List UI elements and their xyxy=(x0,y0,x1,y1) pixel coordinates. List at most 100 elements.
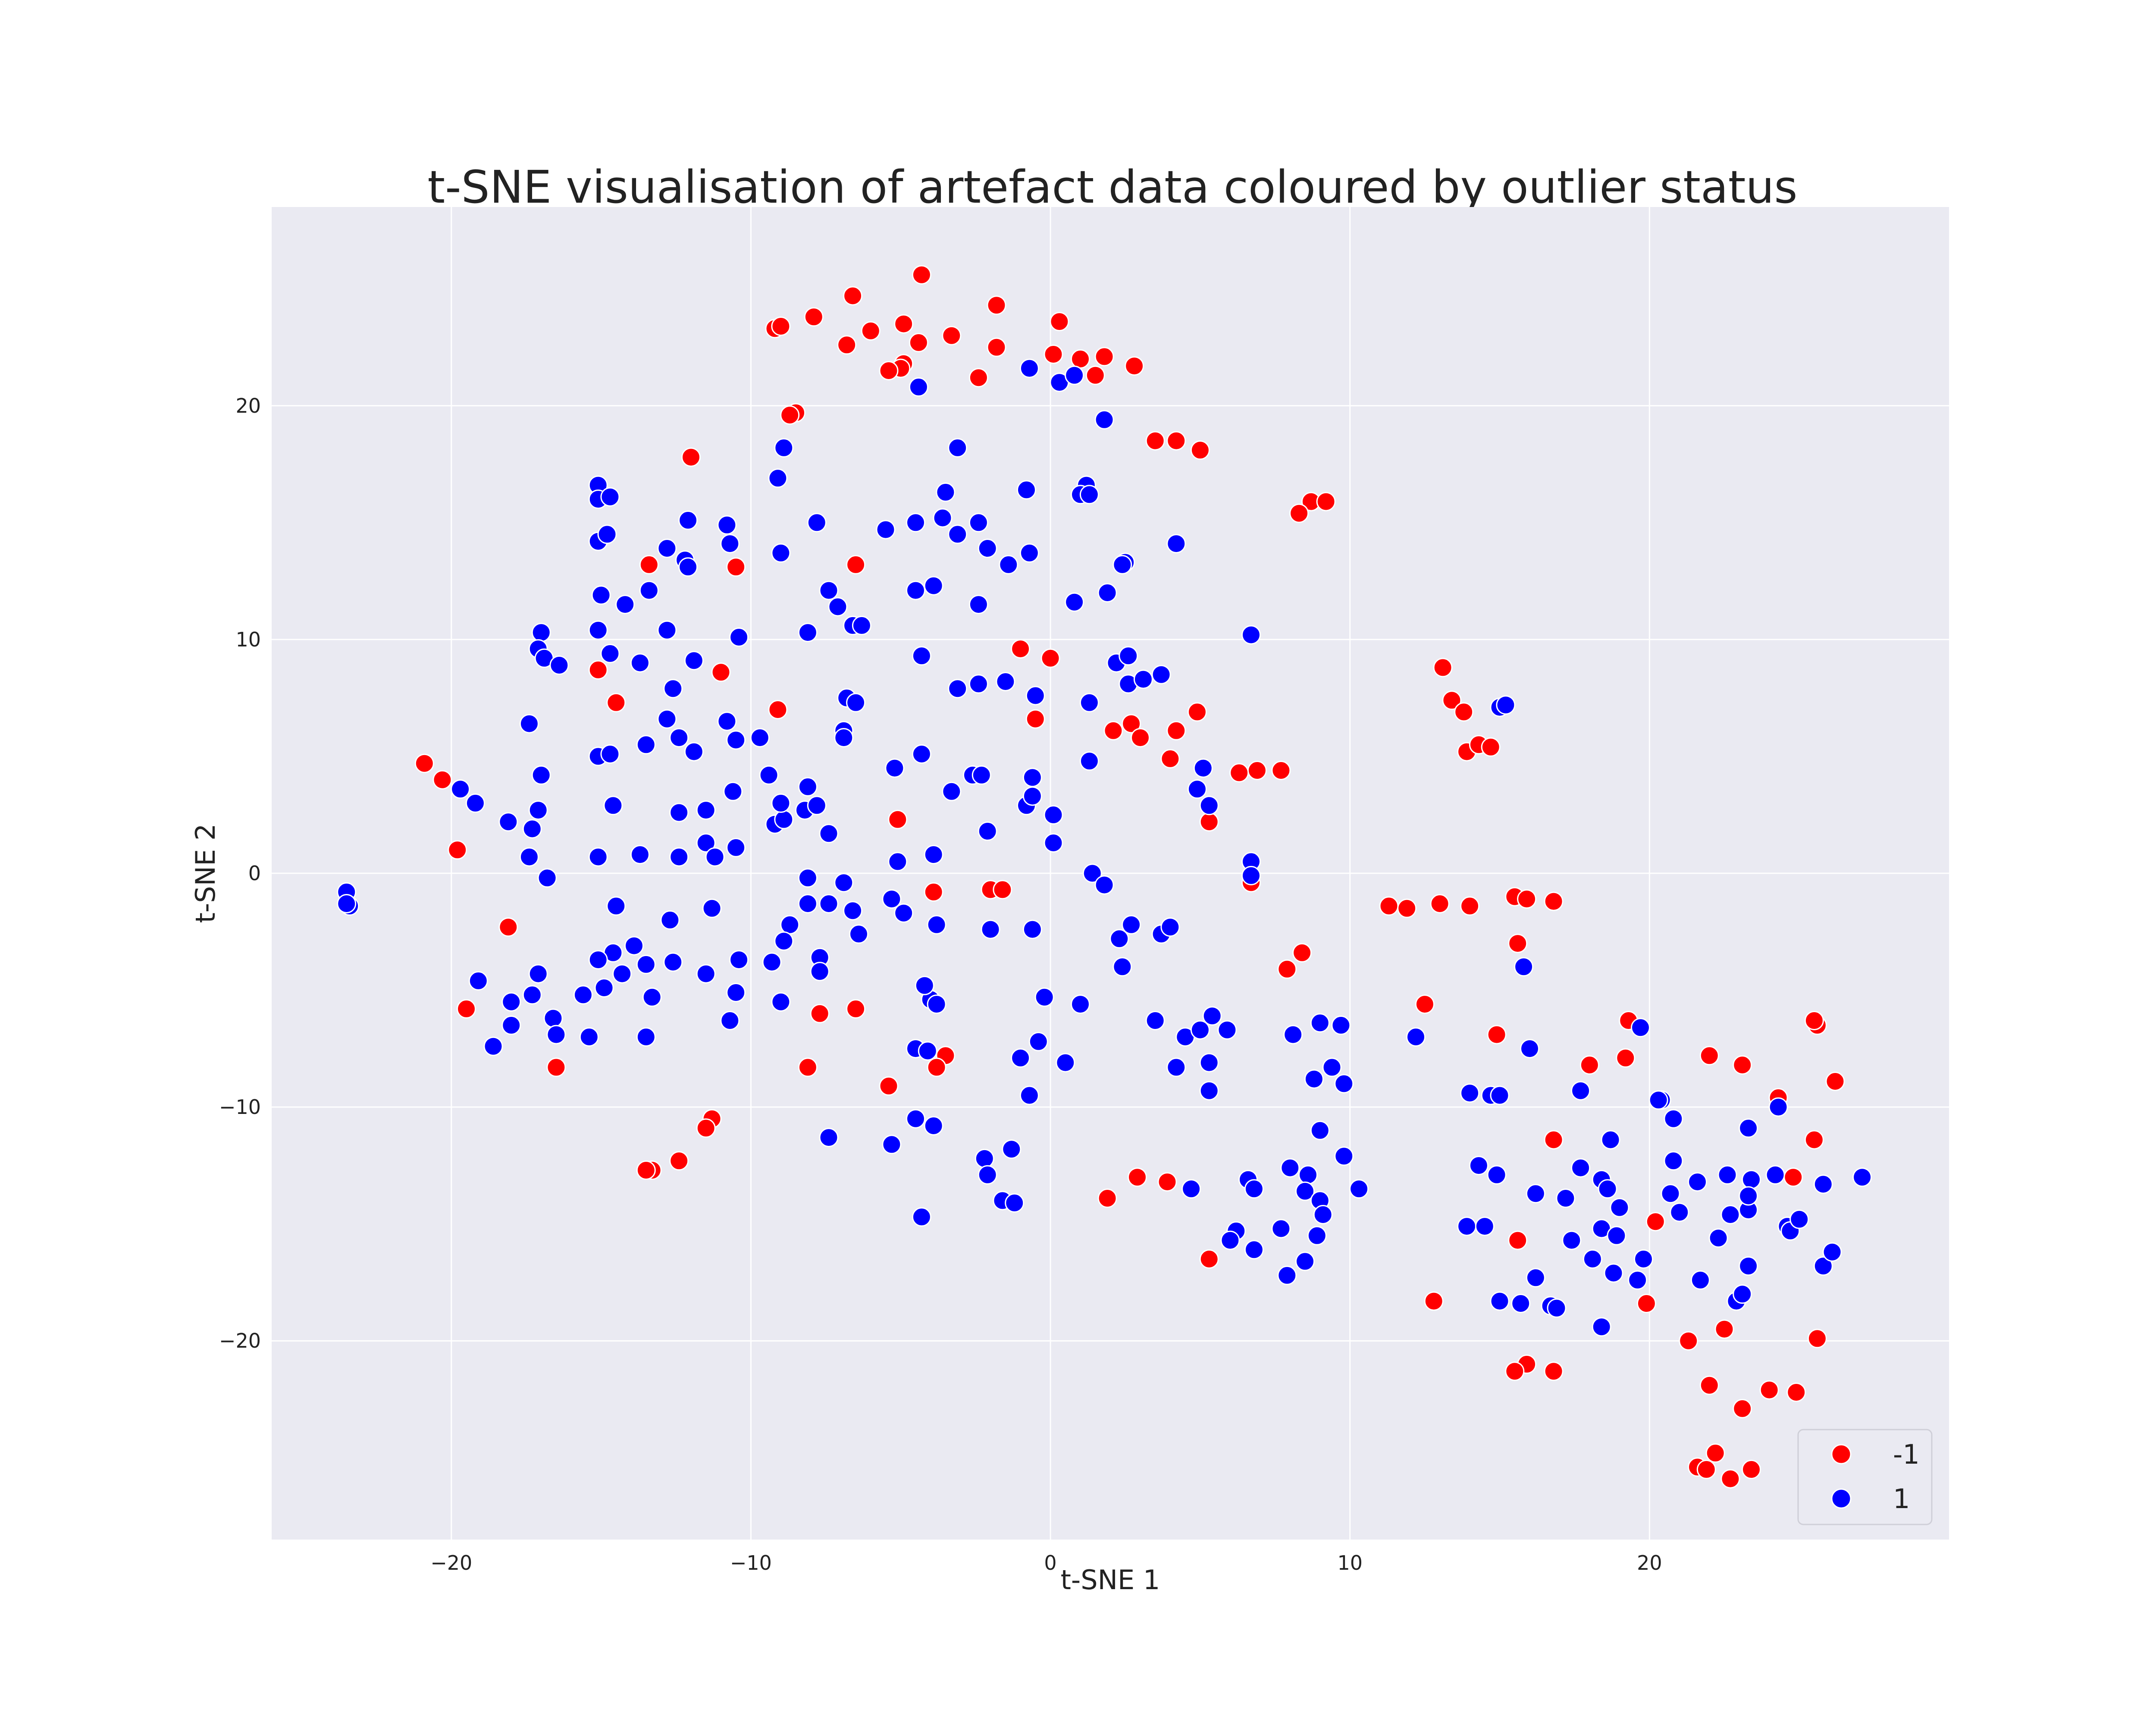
scatter-point-outlier xyxy=(546,1057,566,1077)
scatter-point-outlier xyxy=(1714,1319,1734,1339)
scatter-point-outlier xyxy=(780,405,800,425)
scatter-point-inlier xyxy=(1688,1172,1707,1192)
scatter-point-outlier xyxy=(1187,702,1207,722)
scatter-point-inlier xyxy=(678,510,698,530)
scatter-point-outlier xyxy=(1397,898,1417,918)
scatter-point-outlier xyxy=(1733,1399,1752,1418)
scatter-point-inlier xyxy=(1490,1291,1510,1311)
scatter-point-inlier xyxy=(909,377,928,397)
y-tick-label: 10 xyxy=(235,628,261,651)
scatter-point-inlier xyxy=(774,931,794,951)
scatter-point-inlier xyxy=(915,975,934,995)
scatter-point-inlier xyxy=(968,674,988,694)
scatter-point-inlier xyxy=(684,742,704,762)
scatter-point-inlier xyxy=(717,712,737,731)
scatter-point-inlier xyxy=(606,896,626,916)
scatter-point-inlier xyxy=(1244,1240,1264,1260)
scatter-point-inlier xyxy=(924,576,943,596)
scatter-point-inlier xyxy=(1119,646,1138,666)
scatter-point-inlier xyxy=(852,615,871,635)
scatter-point-inlier xyxy=(639,580,659,600)
scatter-point-inlier xyxy=(846,693,866,712)
scatter-point-inlier xyxy=(1648,1090,1668,1110)
scatter-point-inlier xyxy=(798,777,818,797)
scatter-point-outlier xyxy=(879,1076,899,1096)
scatter-point-outlier xyxy=(771,317,791,336)
scatter-point-outlier xyxy=(1128,1167,1147,1187)
scatter-point-outlier xyxy=(1025,709,1045,729)
scatter-point-outlier xyxy=(804,307,824,327)
scatter-point-outlier xyxy=(1125,356,1144,376)
scatter-point-inlier xyxy=(1670,1202,1689,1222)
scatter-point-inlier xyxy=(603,796,623,815)
scatter-point-outlier xyxy=(1508,934,1528,953)
scatter-point-inlier xyxy=(543,1008,563,1028)
scatter-point-inlier xyxy=(942,781,962,801)
scatter-point-outlier xyxy=(1487,1025,1507,1044)
scatter-point-inlier xyxy=(1739,1118,1758,1138)
scatter-point-inlier xyxy=(912,1207,931,1227)
scatter-point-outlier xyxy=(1759,1380,1779,1400)
scatter-point-inlier xyxy=(1460,1083,1480,1103)
scatter-point-inlier xyxy=(1313,1205,1333,1224)
scatter-point-outlier xyxy=(894,314,914,334)
scatter-point-outlier xyxy=(1131,728,1150,748)
scatter-point-outlier xyxy=(1289,503,1309,523)
scatter-point-inlier xyxy=(723,781,743,801)
scatter-point-inlier xyxy=(1598,1179,1617,1199)
scatter-point-inlier xyxy=(843,901,863,921)
scatter-point-inlier xyxy=(1664,1109,1683,1129)
scatter-point-outlier xyxy=(432,770,452,790)
scatter-point-inlier xyxy=(594,978,614,998)
scatter-point-outlier xyxy=(909,332,928,352)
scatter-point-inlier xyxy=(912,646,931,666)
scatter-point-inlier xyxy=(1034,987,1054,1007)
scatter-point-outlier xyxy=(987,337,1006,357)
scatter-point-outlier xyxy=(1229,763,1249,783)
scatter-point-outlier xyxy=(1616,1048,1636,1068)
scatter-point-outlier xyxy=(1190,440,1210,460)
scatter-point-inlier xyxy=(912,744,931,764)
scatter-point-inlier xyxy=(1193,758,1213,778)
scatter-point-inlier xyxy=(768,468,788,488)
scatter-point-outlier xyxy=(1544,1130,1564,1150)
scatter-point-inlier xyxy=(759,765,779,785)
scatter-point-outlier xyxy=(1636,1294,1656,1313)
scatter-point-outlier xyxy=(1454,702,1474,722)
scatter-point-inlier xyxy=(1571,1081,1591,1101)
scatter-point-inlier xyxy=(1109,929,1129,949)
scatter-point-outlier xyxy=(669,1151,689,1171)
scatter-point-inlier xyxy=(451,779,470,799)
scatter-point-inlier xyxy=(1112,957,1132,977)
scatter-point-inlier xyxy=(1601,1130,1620,1150)
scatter-point-outlier xyxy=(1544,1361,1564,1381)
scatter-point-outlier xyxy=(1544,891,1564,911)
scatter-point-outlier xyxy=(837,335,857,355)
scatter-point-inlier xyxy=(1520,1039,1539,1059)
scatter-point-outlier xyxy=(1720,1469,1740,1489)
scatter-point-inlier xyxy=(573,985,593,1005)
scatter-point-inlier xyxy=(798,623,818,643)
scatter-point-outlier xyxy=(711,662,731,682)
scatter-point-inlier xyxy=(1181,1179,1201,1199)
scatter-point-outlier xyxy=(636,1160,656,1180)
scatter-point-inlier xyxy=(1592,1317,1611,1337)
scatter-point-outlier xyxy=(1166,431,1186,451)
scatter-point-inlier xyxy=(1122,915,1141,935)
scatter-point-inlier xyxy=(1295,1251,1315,1271)
scatter-point-inlier xyxy=(1133,669,1153,689)
scatter-point-inlier xyxy=(894,903,914,923)
scatter-point-outlier xyxy=(457,999,476,1019)
scatter-point-outlier xyxy=(888,809,908,829)
scatter-point-inlier xyxy=(1079,751,1099,771)
scatter-point-outlier xyxy=(1157,1172,1177,1192)
scatter-point-inlier xyxy=(807,796,827,815)
scatter-point-inlier xyxy=(882,1135,902,1154)
scatter-point-outlier xyxy=(846,999,866,1019)
x-tick-label: 0 xyxy=(1044,1551,1056,1574)
scatter-point-inlier xyxy=(1028,1032,1048,1051)
scatter-point-inlier xyxy=(1082,863,1102,883)
scatter-point-inlier xyxy=(1019,358,1039,378)
scatter-point-inlier xyxy=(720,1011,740,1030)
